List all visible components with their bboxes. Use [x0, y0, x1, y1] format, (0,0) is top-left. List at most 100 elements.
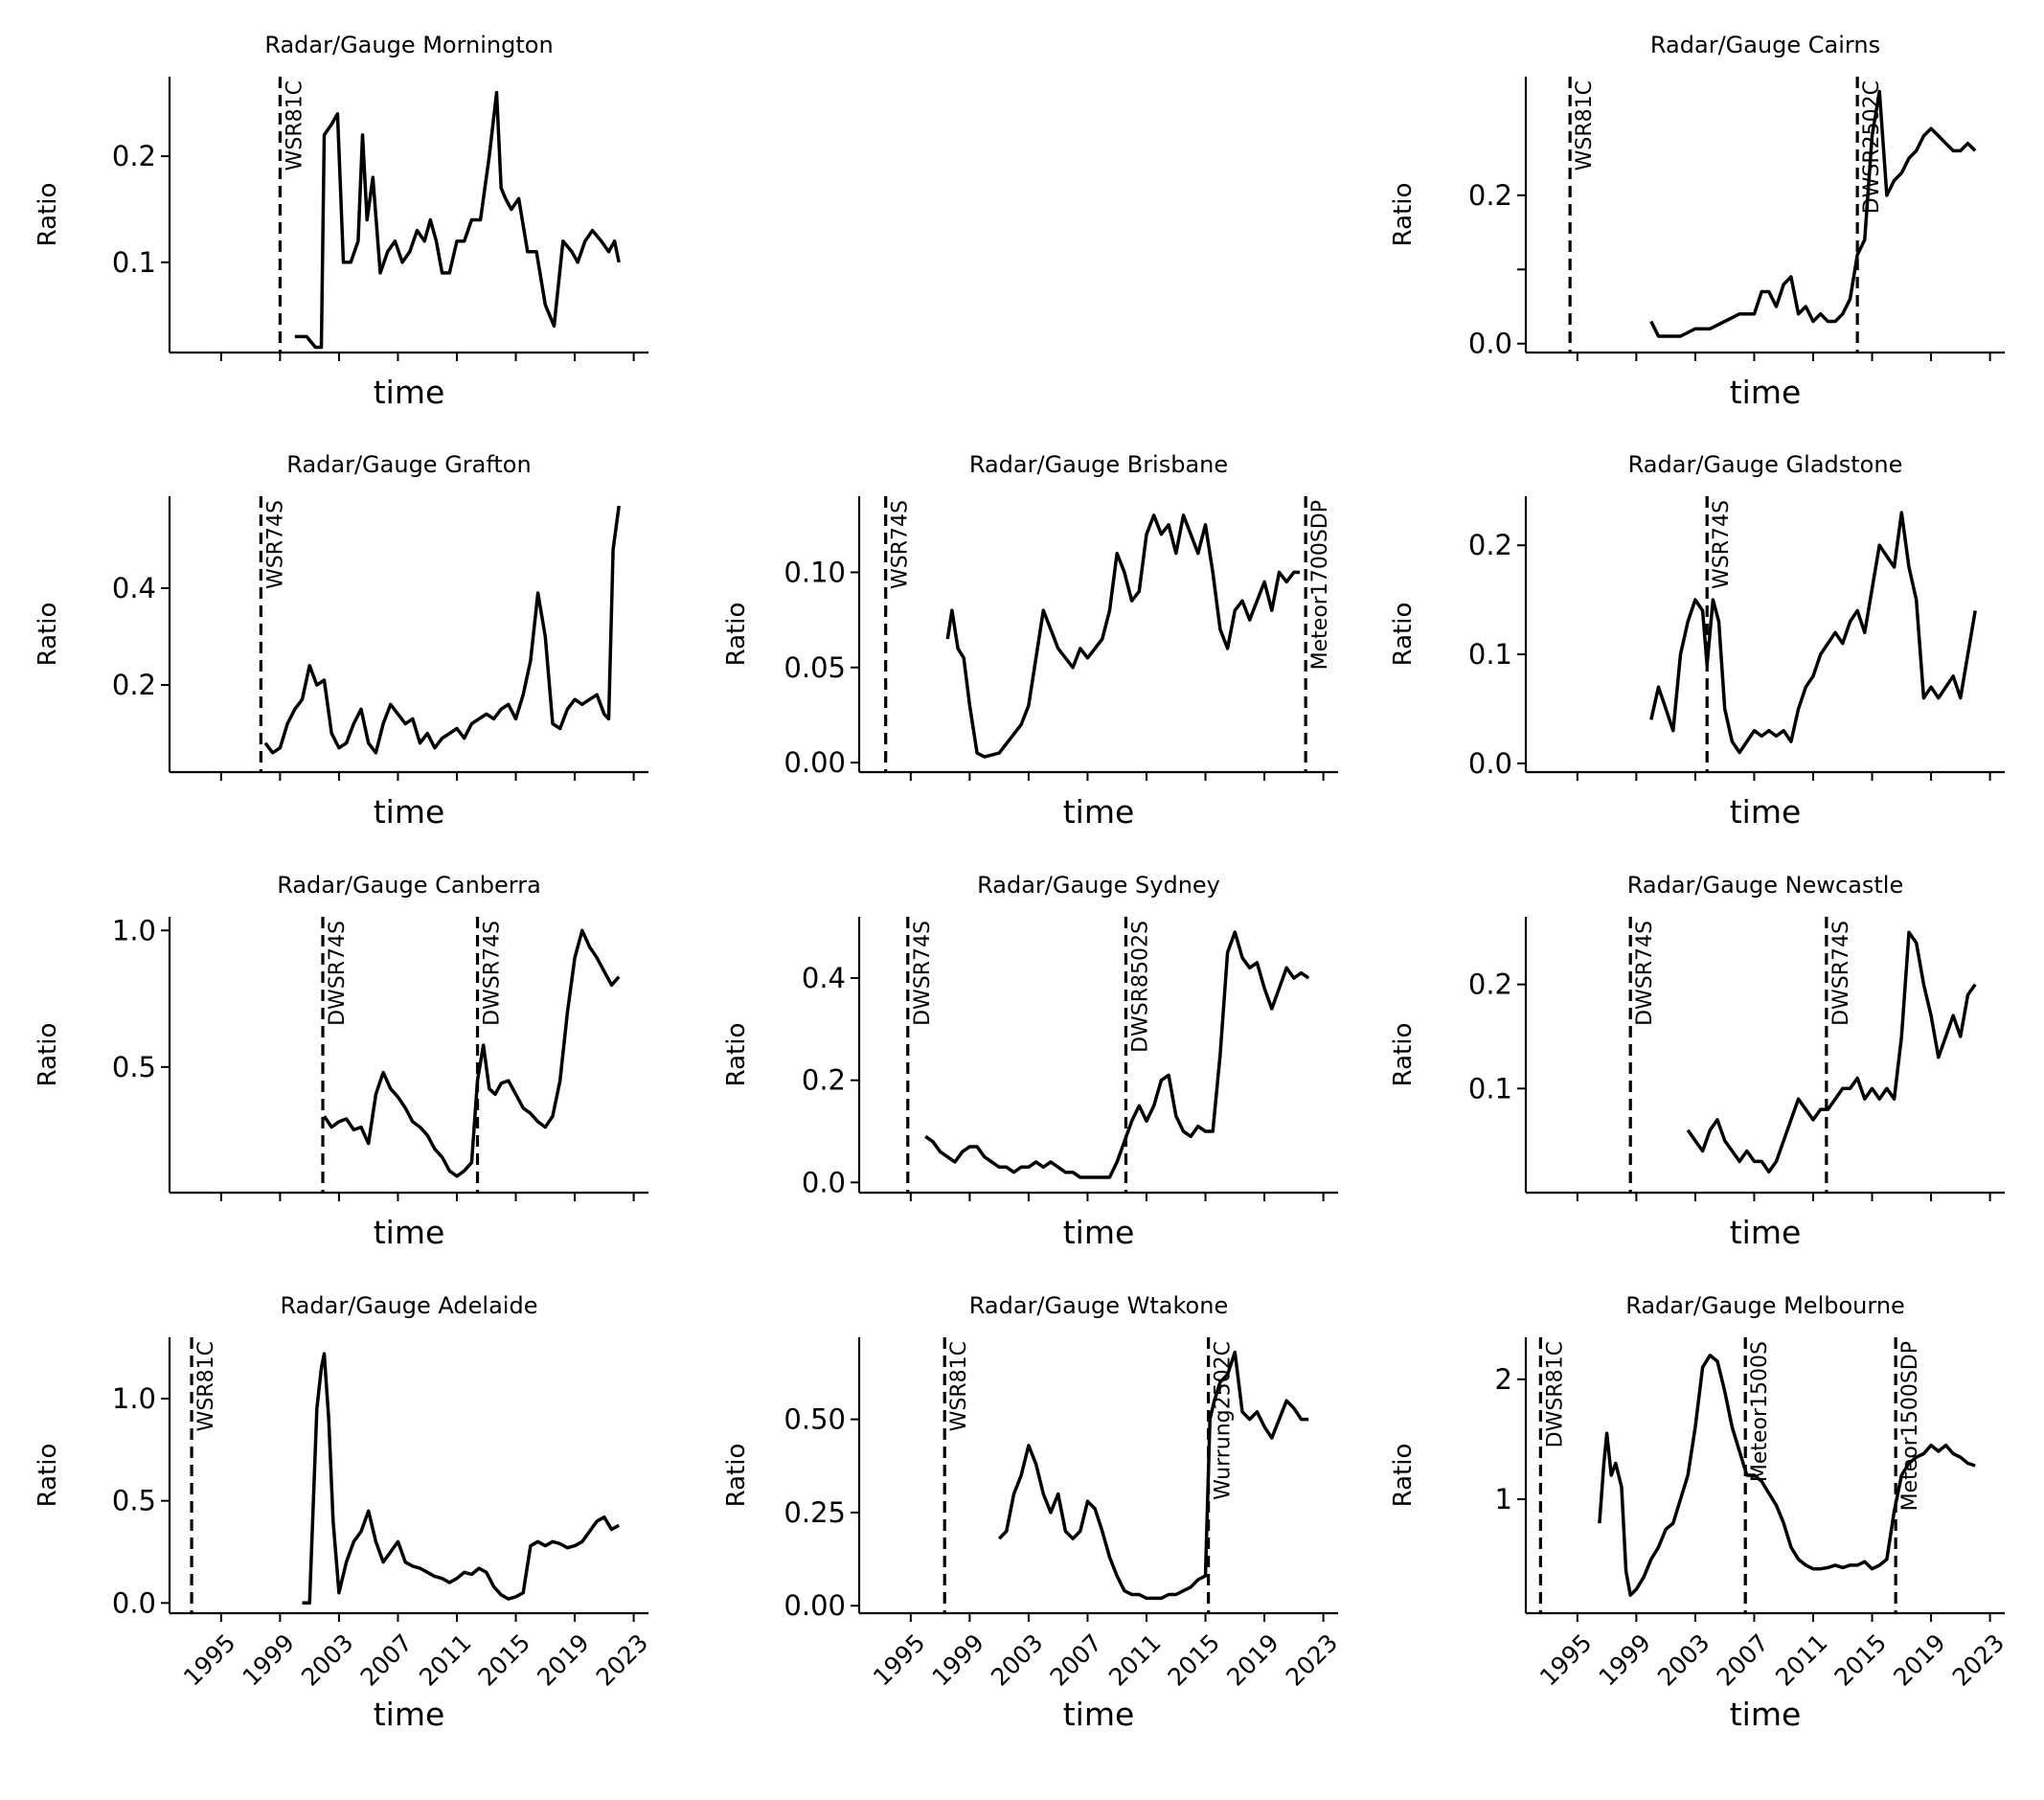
y-axis-label: Ratio	[1389, 1023, 1418, 1087]
x-tick-label: 2023	[1947, 1629, 2010, 1691]
x-tick-label: 1995	[178, 1629, 240, 1691]
y-tick-label: 0.5	[112, 1051, 156, 1083]
x-tick-label: 2007	[355, 1629, 418, 1691]
x-axis-label: time	[1063, 1214, 1135, 1251]
x-axis-label: time	[1730, 1214, 1802, 1251]
y-axis-label: Ratio	[34, 183, 62, 247]
radar-change-label: DWSR74S	[1633, 921, 1657, 1026]
subplot: Radar/Gauge Gladstone 0.0 0.1 0.2 time Ratio W…	[1389, 451, 2005, 831]
y-tick-label: 0.0	[1468, 328, 1512, 360]
y-tick-label: 0.00	[784, 746, 846, 779]
y-tick-label: 2	[1495, 1363, 1512, 1396]
y-tick-label: 0.1	[1468, 1072, 1512, 1105]
radar-change-label: WSR81C	[1573, 80, 1597, 171]
x-tick-label: 2015	[1163, 1629, 1225, 1691]
y-tick-label: 0.2	[1468, 529, 1512, 561]
x-tick-label: 2011	[1770, 1629, 1832, 1691]
x-tick-label: 2023	[1281, 1629, 1343, 1691]
y-tick-label: 1.0	[112, 914, 156, 946]
subplot-title: Radar/Gauge Adelaide	[281, 1292, 538, 1319]
x-tick-label: 1999	[238, 1629, 300, 1691]
y-tick-label: 0.2	[802, 1064, 846, 1097]
y-axis-label: Ratio	[1389, 1444, 1418, 1508]
radar-change-label: WSR81C	[283, 80, 307, 171]
y-axis-label: Ratio	[34, 1444, 62, 1508]
radar-change-label: DWSR81C	[1543, 1341, 1567, 1447]
subplot-title: Radar/Gauge Sydney	[977, 872, 1220, 899]
y-axis-label: Ratio	[1389, 603, 1418, 667]
x-axis-label: time	[1730, 793, 1802, 831]
ratio-series-line	[1649, 511, 1977, 755]
y-axis-label: Ratio	[722, 1023, 751, 1087]
subplot-title: Radar/Gauge Mornington	[264, 32, 553, 58]
radar-change-label: WSR81C	[947, 1341, 971, 1431]
radar-change-label: DWSR74S	[911, 921, 935, 1026]
subplot: Radar/Gauge Brisbane 0.00 0.05 0.10 time Rati…	[722, 451, 1338, 831]
y-tick-label: 0.5	[112, 1485, 156, 1517]
x-tick-label: 2007	[1045, 1629, 1107, 1691]
subplot-title: Radar/Gauge Cairns	[1650, 32, 1880, 58]
x-tick-label: 2003	[986, 1629, 1048, 1691]
x-tick-label: 1995	[1534, 1629, 1597, 1691]
ratio-series-line	[997, 1350, 1309, 1601]
radar-change-label: DWSR8502S	[1128, 921, 1152, 1053]
x-tick-label: 2011	[1103, 1629, 1166, 1691]
x-axis-label: time	[374, 1696, 445, 1733]
subplot: Radar/Gauge Melbourne1219951999200320072…	[1389, 1292, 2010, 1733]
subplot: Radar/Gauge Canberra 0.5 1.0 time Ratio DWSR7…	[34, 872, 648, 1251]
subplot: Radar/Gauge Mornington 0.1 0.2 time Ratio WSR…	[34, 32, 648, 411]
x-tick-label: 1999	[1594, 1629, 1656, 1691]
x-tick-label: 2015	[1829, 1629, 1892, 1691]
y-tick-label: 0.1	[1468, 638, 1512, 671]
radar-change-label: DWSR74S	[326, 921, 350, 1026]
y-tick-label: 0.2	[112, 140, 156, 172]
radar-change-label: Meteor1700SDP	[1308, 500, 1332, 670]
x-axis-label: time	[374, 1214, 445, 1251]
y-tick-label: 0.50	[784, 1403, 846, 1436]
ratio-series-line	[302, 1352, 621, 1606]
ratio-series-line	[263, 505, 621, 755]
x-axis-label: time	[1063, 793, 1135, 831]
subplot: Radar/Gauge Newcastle 0.1 0.2 time Ratio DWSR…	[1389, 872, 2005, 1251]
y-tick-label: 0.4	[112, 572, 156, 604]
ratio-series-line	[1686, 930, 1977, 1174]
x-tick-label: 1999	[927, 1629, 989, 1691]
radar-change-label: WSR74S	[889, 500, 913, 589]
x-tick-label: 2011	[414, 1629, 476, 1691]
y-tick-label: 0.25	[784, 1496, 846, 1529]
y-tick-label: 1.0	[112, 1382, 156, 1415]
x-tick-label: 2023	[591, 1629, 653, 1691]
subplot-title: Radar/Gauge Wtakone	[969, 1292, 1228, 1319]
x-tick-label: 2015	[473, 1629, 535, 1691]
y-tick-label: 0.0	[112, 1586, 156, 1619]
y-tick-label: 0.2	[112, 669, 156, 701]
y-tick-label: 0.0	[802, 1166, 846, 1198]
x-axis-label: time	[1063, 1696, 1135, 1733]
subplot-title: Radar/Gauge Gladstone	[1628, 451, 1903, 478]
subplot-title: Radar/Gauge Melbourne	[1625, 1292, 1905, 1319]
x-tick-label: 2019	[1888, 1629, 1950, 1691]
ratio-series-line	[1598, 1354, 1976, 1597]
ratio-series-line	[323, 928, 621, 1178]
ratio-series-line	[294, 90, 621, 350]
y-tick-label: 0.4	[802, 962, 846, 994]
y-tick-label: 0.2	[1468, 968, 1512, 1001]
ratio-series-line	[1649, 89, 1977, 338]
y-tick-label: 0.2	[1468, 179, 1512, 212]
subplot: Radar/Gauge Sydney 0.0 0.2 0.4 time Ratio DWSR…	[722, 872, 1338, 1251]
x-tick-label: 2019	[532, 1629, 594, 1691]
y-tick-label: 1	[1495, 1483, 1512, 1515]
radar-change-label: DWSR74S	[481, 921, 505, 1026]
radar-change-label: WSR81C	[194, 1341, 218, 1431]
ratio-series-line	[945, 513, 1300, 759]
y-tick-label: 0.0	[1468, 747, 1512, 780]
y-tick-label: 0.1	[112, 246, 156, 279]
subplot-title: Radar/Gauge Brisbane	[969, 451, 1228, 478]
radar-change-label: DWSR74S	[1829, 921, 1853, 1026]
y-tick-label: 0.00	[784, 1589, 846, 1622]
y-axis-label: Ratio	[34, 1023, 62, 1087]
radar-change-label: Meteor1500S	[1748, 1341, 1772, 1482]
